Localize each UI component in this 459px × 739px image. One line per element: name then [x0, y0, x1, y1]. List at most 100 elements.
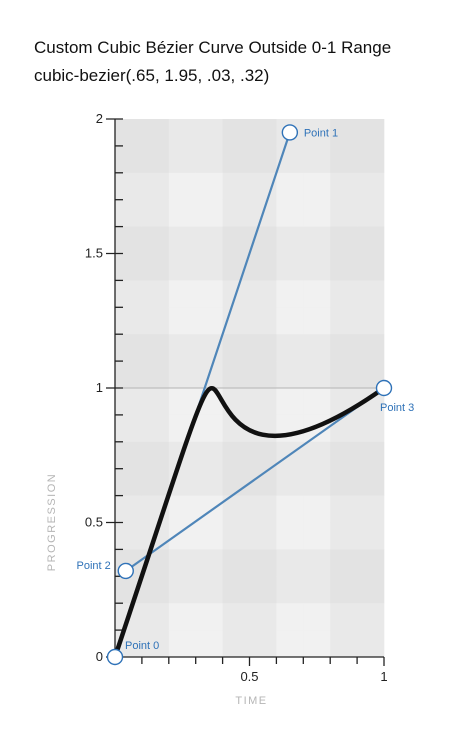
grid-cell	[168, 495, 196, 523]
grid-cell	[168, 280, 196, 308]
grid-cell	[222, 603, 250, 631]
grid-cell	[303, 307, 331, 335]
grid-cell	[276, 199, 304, 227]
control-point-3[interactable]	[375, 379, 393, 397]
grid-cell	[168, 549, 196, 577]
grid-cell	[195, 145, 223, 174]
grid-cell	[249, 253, 277, 281]
grid-cell	[222, 226, 250, 254]
grid-cell	[303, 388, 331, 416]
grid-cell	[330, 280, 358, 308]
grid-cell	[276, 603, 304, 631]
y-tick-label: 1.5	[85, 246, 103, 261]
grid-cell	[168, 603, 196, 631]
control-point-0[interactable]	[106, 648, 124, 666]
y-axis-label: PROGRESSION	[46, 473, 58, 571]
grid-cell	[276, 468, 304, 496]
control-point-2[interactable]	[117, 562, 134, 580]
grid-cell	[141, 414, 170, 443]
grid-cell	[249, 441, 277, 469]
grid-cell	[141, 388, 170, 416]
grid-cell	[195, 630, 223, 658]
grid-cell	[303, 334, 331, 362]
grid-cell	[357, 630, 385, 658]
grid-cell	[249, 603, 277, 631]
grid-cell	[249, 522, 277, 550]
grid-cell	[303, 522, 331, 550]
grid-cell	[357, 172, 385, 200]
y-tick-label: 0	[96, 649, 103, 664]
grid-cell	[249, 145, 277, 174]
grid-cell	[222, 172, 250, 200]
grid-cell	[330, 576, 358, 604]
grid-cell	[249, 280, 277, 308]
grid-cell	[115, 468, 143, 496]
grid-cell	[141, 253, 170, 281]
y-tick-label: 1	[96, 380, 103, 395]
grid-cell	[276, 495, 304, 523]
grid-cell	[303, 253, 331, 281]
grid-cell	[276, 576, 304, 604]
control-point-label-0: Point 0	[125, 640, 159, 652]
grid-cell	[115, 334, 143, 362]
grid-cell	[357, 226, 385, 254]
grid-cell	[115, 172, 143, 200]
x-axis-label: TIME	[235, 695, 267, 707]
grid-cell	[141, 307, 170, 335]
control-point-1[interactable]	[281, 124, 299, 141]
grid-cell	[195, 119, 223, 147]
handle-line-p3-p2	[125, 387, 385, 572]
grid-cell	[330, 603, 358, 631]
grid-cell	[249, 307, 277, 335]
grid-cell	[141, 468, 170, 496]
chart-subtitle: cubic-bezier(.65, 1.95, .03, .32)	[34, 66, 270, 85]
grid-cell	[330, 199, 358, 227]
grid-cell	[195, 307, 223, 335]
grid-cell	[115, 145, 143, 174]
grid-cell	[330, 226, 358, 254]
grid-cell	[222, 549, 250, 577]
grid-cell	[168, 576, 196, 604]
grid-cell	[141, 334, 170, 362]
grid-cell	[303, 441, 331, 469]
grid-cell	[276, 361, 304, 389]
grid-cell	[115, 361, 143, 389]
grid-cell	[303, 495, 331, 523]
grid-cell	[303, 549, 331, 577]
grid-cell	[276, 630, 304, 658]
grid-cell	[303, 630, 331, 658]
grid-cell	[115, 280, 143, 308]
grid-cell	[357, 576, 385, 604]
grid-cell	[222, 522, 250, 550]
grid-cell	[357, 280, 385, 308]
grid-cell	[330, 495, 358, 523]
grid-cell	[222, 145, 250, 174]
grid-cell	[222, 119, 250, 147]
grid-cell	[168, 334, 196, 362]
grid-cell	[330, 119, 358, 147]
grid-cell	[168, 226, 196, 254]
grid-cell	[276, 388, 304, 416]
grid-cell	[115, 199, 143, 227]
grid-cell	[115, 226, 143, 254]
grid-cell	[330, 468, 358, 496]
y-tick-label: 2	[96, 111, 103, 126]
grid-cell	[357, 495, 385, 523]
grid-cell	[276, 522, 304, 550]
grid-cell	[249, 361, 277, 389]
control-points: Point 0 Point 1 Point 2 Point 3	[77, 124, 414, 666]
grid-cell	[195, 576, 223, 604]
grid-cell	[249, 495, 277, 523]
grid-cell	[357, 334, 385, 362]
control-point-label-2: Point 2	[77, 560, 111, 572]
grid-cell	[357, 522, 385, 550]
grid-cell	[115, 253, 143, 281]
grid-cell	[330, 145, 358, 174]
grid-cell	[222, 576, 250, 604]
grid-cell	[115, 414, 143, 443]
grid-cell	[249, 549, 277, 577]
grid-cell	[357, 199, 385, 227]
grid-cell	[115, 522, 143, 550]
grid-cell	[141, 441, 170, 469]
grid-cell	[276, 414, 304, 443]
